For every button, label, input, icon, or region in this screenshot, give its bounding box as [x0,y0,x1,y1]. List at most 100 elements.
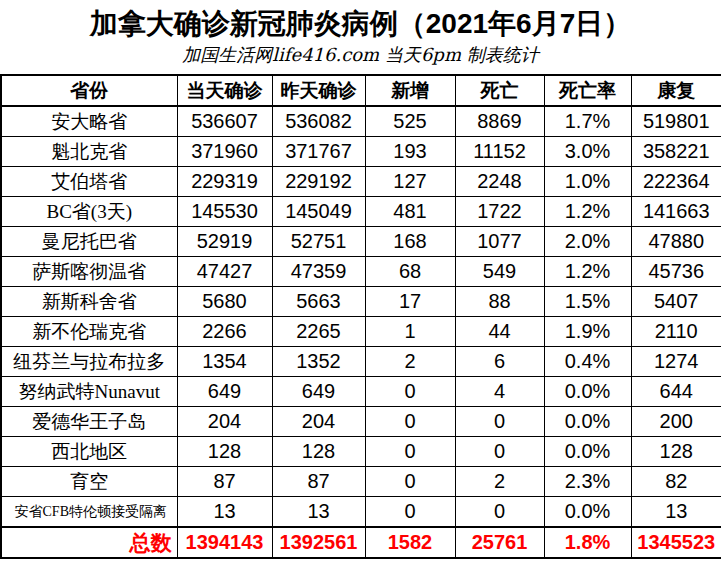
table-row: 纽芬兰与拉布拉多 1354 1352 2 6 0.4% 1274 [1,347,721,377]
value-cell: 87 [177,467,272,497]
table-row: 安大略省 536607 536082 525 8869 1.7% 519801 [1,106,721,137]
province-cell: 新不伦瑞克省 [1,317,177,347]
value-cell: 47359 [272,257,365,287]
value-cell: 128 [177,437,272,467]
total-row: 总数 1394143 1392561 1582 25761 1.8% 13455… [1,527,721,558]
value-cell: 229192 [272,167,365,197]
value-cell: 649 [177,377,272,407]
covid-stats-table: 省份 当天确诊 昨天确诊 新增 死亡 死亡率 康复 安大略省 536607 53… [0,74,721,559]
value-cell: 128 [631,437,721,467]
value-cell: 6 [455,347,544,377]
value-cell: 0 [365,467,455,497]
province-cell: 新斯科舍省 [1,287,177,317]
table-row: 魁北克省 371960 371767 193 11152 3.0% 358221 [1,137,721,167]
header-yesterday-confirmed: 昨天确诊 [272,75,365,106]
province-cell: 安省CFB特伦顿接受隔离 [1,497,177,528]
value-cell: 87 [272,467,365,497]
table-row: 艾伯塔省 229319 229192 127 2248 1.0% 222364 [1,167,721,197]
total-label: 总数 [1,527,177,558]
province-cell: BC省(3天) [1,197,177,227]
value-cell: 536607 [177,106,272,137]
table-row: 新不伦瑞克省 2266 2265 1 44 1.9% 2110 [1,317,721,347]
table-row: 爱德华王子岛 204 204 0 0 0.0% 200 [1,407,721,437]
value-cell: 200 [631,407,721,437]
value-cell: 17 [365,287,455,317]
value-cell: 2265 [272,317,365,347]
value-cell: 358221 [631,137,721,167]
province-cell: 爱德华王子岛 [1,407,177,437]
subtitle: 加国生活网life416.com 当天6pm 制表统计 [0,43,721,67]
value-cell: 371767 [272,137,365,167]
table-row: 新斯科舍省 5680 5663 17 88 1.5% 5407 [1,287,721,317]
value-cell: 204 [272,407,365,437]
value-cell: 204 [177,407,272,437]
value-cell: 0 [365,497,455,528]
value-cell: 2110 [631,317,721,347]
header-deaths: 死亡 [455,75,544,106]
value-cell: 193 [365,137,455,167]
province-cell: 魁北克省 [1,137,177,167]
value-cell: 128 [272,437,365,467]
value-cell: 88 [455,287,544,317]
value-cell: 168 [365,227,455,257]
total-value-cell: 1345523 [631,527,721,558]
table-row: BC省(3天) 145530 145049 481 1722 1.2% 1416… [1,197,721,227]
value-cell: 0.4% [544,347,631,377]
value-cell: 141663 [631,197,721,227]
value-cell: 13 [272,497,365,528]
value-cell: 1274 [631,347,721,377]
value-cell: 52751 [272,227,365,257]
header-today-confirmed: 当天确诊 [177,75,272,106]
value-cell: 0 [365,407,455,437]
value-cell: 549 [455,257,544,287]
value-cell: 649 [272,377,365,407]
province-cell: 努纳武特Nunavut [1,377,177,407]
table-row: 安省CFB特伦顿接受隔离 13 13 0 0 0.0% 13 [1,497,721,528]
value-cell: 0.0% [544,437,631,467]
value-cell: 1354 [177,347,272,377]
value-cell: 2.0% [544,227,631,257]
table-row: 育空 87 87 0 2 2.3% 82 [1,467,721,497]
total-value-cell: 1394143 [177,527,272,558]
header-province: 省份 [1,75,177,106]
total-value-cell: 1392561 [272,527,365,558]
table-row: 萨斯喀彻温省 47427 47359 68 549 1.2% 45736 [1,257,721,287]
value-cell: 536082 [272,106,365,137]
table-row: 努纳武特Nunavut 649 649 0 4 0.0% 644 [1,377,721,407]
total-value-cell: 1.8% [544,527,631,558]
value-cell: 82 [631,467,721,497]
province-cell: 曼尼托巴省 [1,227,177,257]
value-cell: 0 [365,437,455,467]
value-cell: 1077 [455,227,544,257]
value-cell: 44 [455,317,544,347]
value-cell: 8869 [455,106,544,137]
header-death-rate: 死亡率 [544,75,631,106]
value-cell: 0 [455,437,544,467]
total-value-cell: 1582 [365,527,455,558]
value-cell: 52919 [177,227,272,257]
value-cell: 2 [455,467,544,497]
header-new-cases: 新增 [365,75,455,106]
value-cell: 525 [365,106,455,137]
value-cell: 222364 [631,167,721,197]
value-cell: 2266 [177,317,272,347]
value-cell: 1 [365,317,455,347]
header-recovered: 康复 [631,75,721,106]
value-cell: 0.0% [544,497,631,528]
value-cell: 11152 [455,137,544,167]
table-row: 西北地区 128 128 0 0 0.0% 128 [1,437,721,467]
value-cell: 47427 [177,257,272,287]
value-cell: 1.2% [544,197,631,227]
value-cell: 0 [455,407,544,437]
value-cell: 145049 [272,197,365,227]
value-cell: 68 [365,257,455,287]
value-cell: 13 [631,497,721,528]
value-cell: 1.5% [544,287,631,317]
total-value-cell: 25761 [455,527,544,558]
value-cell: 1.9% [544,317,631,347]
value-cell: 3.0% [544,137,631,167]
province-cell: 西北地区 [1,437,177,467]
value-cell: 481 [365,197,455,227]
value-cell: 5407 [631,287,721,317]
value-cell: 13 [177,497,272,528]
